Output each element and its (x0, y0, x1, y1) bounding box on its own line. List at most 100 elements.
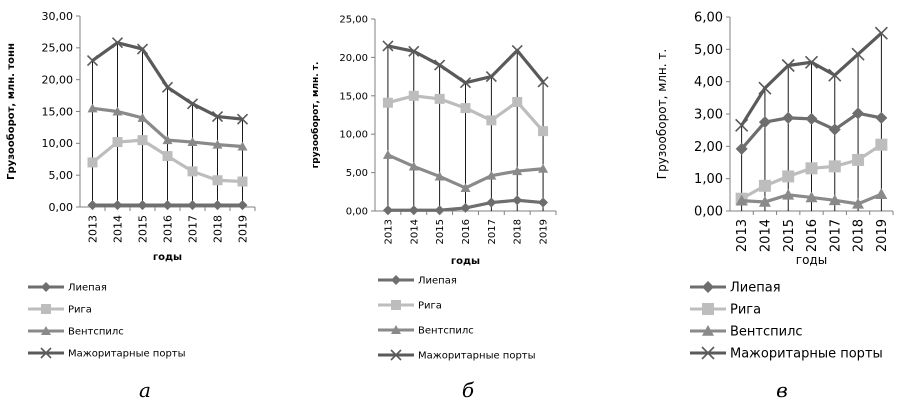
y-tick-label: 15,00 (339, 91, 368, 102)
data-point (852, 153, 865, 166)
data-point (382, 97, 393, 108)
y-tick-label: 0,00 (49, 201, 74, 214)
legend-item: Вентспилс (28, 326, 124, 338)
data-point (408, 45, 420, 57)
data-point (236, 113, 249, 125)
data-point (781, 58, 795, 73)
chart-panel-2: 0,00 5,00 10,00 15,00 20,00 25,00 2013 2014 2015… (310, 15, 557, 402)
data-point (162, 200, 173, 211)
chart-panel-1: 0,00 5,00 10,00 15,00 20,00 25,00 30,00 2013 201… (5, 10, 256, 402)
legend-label: Мажоритарные порты (730, 347, 883, 362)
data-point (434, 93, 445, 104)
data-point (852, 197, 865, 209)
legend-item: Лиепая (378, 275, 457, 287)
y-tick-label: 10,00 (42, 137, 74, 150)
data-point (87, 200, 98, 211)
data-point (408, 205, 419, 216)
data-point (237, 176, 248, 187)
data-point (87, 103, 98, 113)
data-point (137, 112, 148, 122)
data-point (782, 111, 795, 124)
x-tick-label: 2015 (435, 219, 446, 244)
data-point (538, 163, 549, 173)
legend-item: Рига (28, 304, 92, 316)
data-point (187, 166, 198, 177)
y-tick-label: 6,00 (694, 11, 723, 26)
y-tick-label: 5,00 (346, 168, 368, 179)
x-tick-label: 2014 (409, 219, 420, 244)
data-point (874, 26, 888, 40)
data-point (460, 182, 471, 192)
data-point (735, 142, 748, 155)
data-point (162, 135, 173, 145)
y-tick-label: 5,00 (49, 169, 74, 182)
x-tick-label: 2018 (211, 215, 224, 243)
data-point (434, 59, 446, 71)
y-tick-label: 5,00 (694, 43, 723, 58)
legend-label: Рига (730, 303, 761, 318)
series-square (87, 135, 248, 187)
legend-marker (390, 349, 402, 361)
x-tick-label: 2014 (758, 219, 773, 252)
data-point (875, 111, 888, 124)
x-tick-label: 2013 (383, 219, 394, 244)
data-point (382, 205, 393, 216)
data-point (805, 112, 818, 125)
legend-label: Рига (68, 305, 92, 316)
data-point (485, 71, 497, 83)
series-x (86, 37, 249, 125)
data-point (408, 90, 419, 101)
data-point (486, 197, 497, 208)
legend-item: Вентспилс (378, 325, 474, 337)
data-point (758, 179, 771, 192)
data-point (828, 160, 841, 173)
x-tick-label: 2016 (461, 219, 472, 244)
legend-label: Лиепая (68, 283, 107, 294)
x-tick-label: 2018 (513, 219, 524, 244)
data-point (186, 98, 199, 110)
series-x (382, 40, 549, 89)
panel-caption: в (776, 378, 788, 402)
legend: Лиепая Рига Вентспилс Мажоритарные порты (378, 275, 536, 362)
legend-label: Лиепая (418, 276, 457, 287)
data-point (162, 151, 173, 162)
x-tick-label: 2019 (236, 215, 249, 243)
data-point (512, 195, 523, 206)
y-axis-title: Грузооборот, млн. т. (655, 49, 669, 179)
legend: Лиепая Рига Вентспилс Мажоритарные порты (28, 282, 186, 360)
data-point (735, 194, 748, 206)
data-point (137, 200, 148, 211)
x-tick-label: 2016 (805, 219, 820, 252)
data-point (161, 81, 174, 93)
data-point (111, 37, 124, 49)
y-tick-label: 20,00 (42, 74, 74, 87)
legend-marker (702, 325, 714, 336)
legend-label: Вентспилс (68, 327, 124, 338)
data-point (460, 202, 471, 213)
data-point (136, 43, 149, 55)
x-tick-label: 2017 (487, 219, 498, 244)
y-tick-label: 25,00 (339, 15, 368, 26)
data-point (434, 171, 445, 181)
data-point (875, 188, 888, 199)
data-point (212, 175, 223, 186)
data-point (758, 195, 771, 207)
x-axis-title: годы (451, 256, 480, 267)
data-point (237, 200, 248, 211)
legend-marker (391, 275, 401, 285)
data-point (486, 115, 497, 126)
legend-marker (41, 282, 51, 292)
data-point (538, 126, 549, 137)
legend-label: Вентспилс (730, 325, 803, 340)
legend-marker (702, 303, 714, 315)
y-tick-label: 10,00 (339, 130, 368, 141)
legend-marker (702, 281, 714, 293)
x-tick-label: 2019 (875, 219, 890, 252)
data-point (237, 141, 248, 151)
data-point (459, 77, 472, 89)
legend-marker (41, 304, 51, 314)
legend-label: Лиепая (730, 281, 781, 296)
series-diamond (382, 195, 549, 216)
series-triangle (87, 103, 248, 151)
data-point (758, 81, 772, 95)
